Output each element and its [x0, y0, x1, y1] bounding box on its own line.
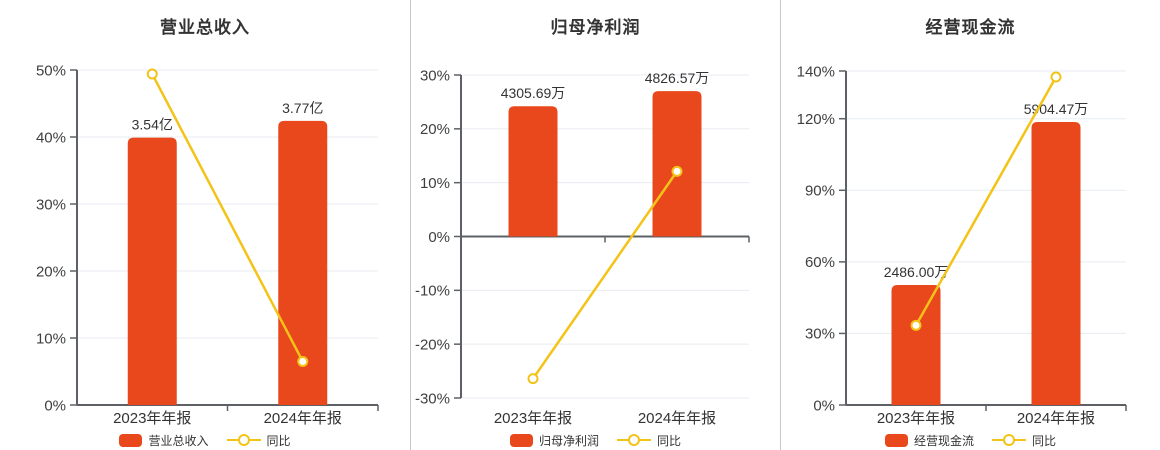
line-marker-icon [226, 434, 261, 446]
chart-panel-cash-flow: 经营现金流 0% 30% 60% 90% 120% 140% 2486.00万 5904.47… [780, 0, 1160, 450]
legend-bar-label: 经营现金流 [913, 433, 974, 448]
bar-value-label: 4305.69万 [501, 85, 566, 101]
bar-2024年年报[interactable] [652, 91, 702, 237]
bar-value-label: 3.77亿 [282, 100, 323, 116]
chart-panel-net-profit: 归母净利润 -30% -20% -10% 0% 10% 20% 30% 4305.69万 482… [410, 0, 780, 450]
y-tick-label: 30% [805, 326, 835, 343]
bar-value-label: 4826.57万 [645, 70, 710, 86]
chart-title-cash-flow: 经营现金流 [925, 18, 1016, 37]
bar-swatch-icon [119, 433, 143, 447]
y-tick-label: 0% [44, 397, 66, 414]
bar-value-label: 2486.00万 [884, 264, 949, 280]
y-tick-label: -20% [415, 336, 450, 353]
line-point-2024年年报[interactable] [671, 165, 683, 177]
line-point-2023年年报[interactable] [146, 68, 158, 80]
legend-line-label: 同比 [266, 433, 291, 448]
y-tick-label: 0% [813, 397, 835, 414]
yoy-line [151, 73, 304, 363]
net-profit-plot: -30% -20% -10% 0% 10% 20% 30% 4305.69万 4826.57万 2… [415, 67, 750, 427]
line-point-2023年年报[interactable] [910, 319, 922, 331]
x-category-label: 2023年年报 [877, 410, 955, 427]
bar-2024年年报[interactable] [1031, 122, 1081, 405]
legend-bar-label: 归母净利润 [538, 433, 599, 448]
bar-2023年年报[interactable] [127, 137, 177, 406]
x-category-label: 2024年年报 [264, 410, 342, 427]
y-tick-label: -30% [415, 390, 450, 407]
bar-value-label: 3.54亿 [132, 117, 173, 133]
legend-item-line[interactable]: 同比 [226, 432, 291, 449]
bar-swatch-icon [509, 433, 533, 447]
y-tick-label: 30% [420, 67, 450, 84]
revenue-plot: 0% 10% 20% 30% 40% 50% 3.54亿 3.77亿 2023年年报 2024年年… [36, 62, 379, 427]
chart-title-revenue: 营业总收入 [160, 18, 250, 37]
y-tick-label: 40% [36, 129, 66, 146]
bar-2023年年报[interactable] [891, 284, 941, 405]
y-tick-label: 140% [797, 63, 835, 80]
x-category-label: 2023年年报 [113, 410, 191, 427]
cash-flow-plot: 0%30%60%90%120%140%2486.00万5904.47万2023年… [797, 63, 1127, 427]
y-tick-label: 10% [36, 330, 66, 347]
x-category-label: 2023年年报 [494, 410, 572, 427]
bar-2023年年报[interactable] [508, 106, 558, 237]
legend-revenue: 营业总收入 同比 [0, 430, 410, 450]
y-tick-label: 0% [428, 229, 450, 246]
legend-bar-label: 营业总收入 [148, 433, 209, 448]
y-tick-label: 120% [797, 111, 835, 128]
y-tick-label: 50% [36, 62, 66, 79]
y-tick-label: 90% [805, 183, 835, 200]
legend-line-label: 同比 [657, 433, 682, 448]
line-point-2024年年报[interactable] [297, 355, 309, 367]
legend-item-bar[interactable]: 归母净利润 [509, 432, 599, 449]
y-tick-label: -10% [415, 283, 450, 300]
y-tick-label: 10% [420, 175, 450, 192]
legend-line-label: 同比 [1032, 433, 1057, 448]
yoy-line [531, 170, 679, 380]
legend-item-bar[interactable]: 经营现金流 [884, 432, 974, 449]
legend-item-bar[interactable]: 营业总收入 [119, 432, 209, 449]
legend-net-profit: 归母净利润 同比 [411, 430, 780, 450]
bar-2024年年报[interactable] [278, 120, 328, 406]
y-tick-label: 30% [36, 196, 66, 213]
y-tick-label: 60% [805, 254, 835, 271]
line-point-2023年年报[interactable] [527, 373, 539, 385]
legend-item-line[interactable]: 同比 [992, 432, 1056, 449]
line-marker-icon [992, 434, 1026, 446]
legend-item-line[interactable]: 同比 [617, 432, 681, 449]
chart-title-net-profit: 归母净利润 [550, 18, 641, 37]
y-tick-label: 20% [36, 263, 66, 280]
x-category-label: 2024年年报 [1017, 410, 1095, 427]
yoy-line [914, 76, 1058, 326]
line-marker-icon [617, 434, 651, 446]
x-category-label: 2024年年报 [638, 410, 716, 427]
y-tick-label: 20% [420, 121, 450, 138]
bar-swatch-icon [884, 433, 908, 447]
line-point-2024年年报[interactable] [1050, 71, 1062, 83]
chart-panel-revenue: 营业总收入 0% 10% 20% 30% 40% 50% 3.54亿 3.77亿 2023年年报… [0, 0, 410, 450]
legend-cash-flow: 经营现金流 同比 [781, 430, 1160, 450]
